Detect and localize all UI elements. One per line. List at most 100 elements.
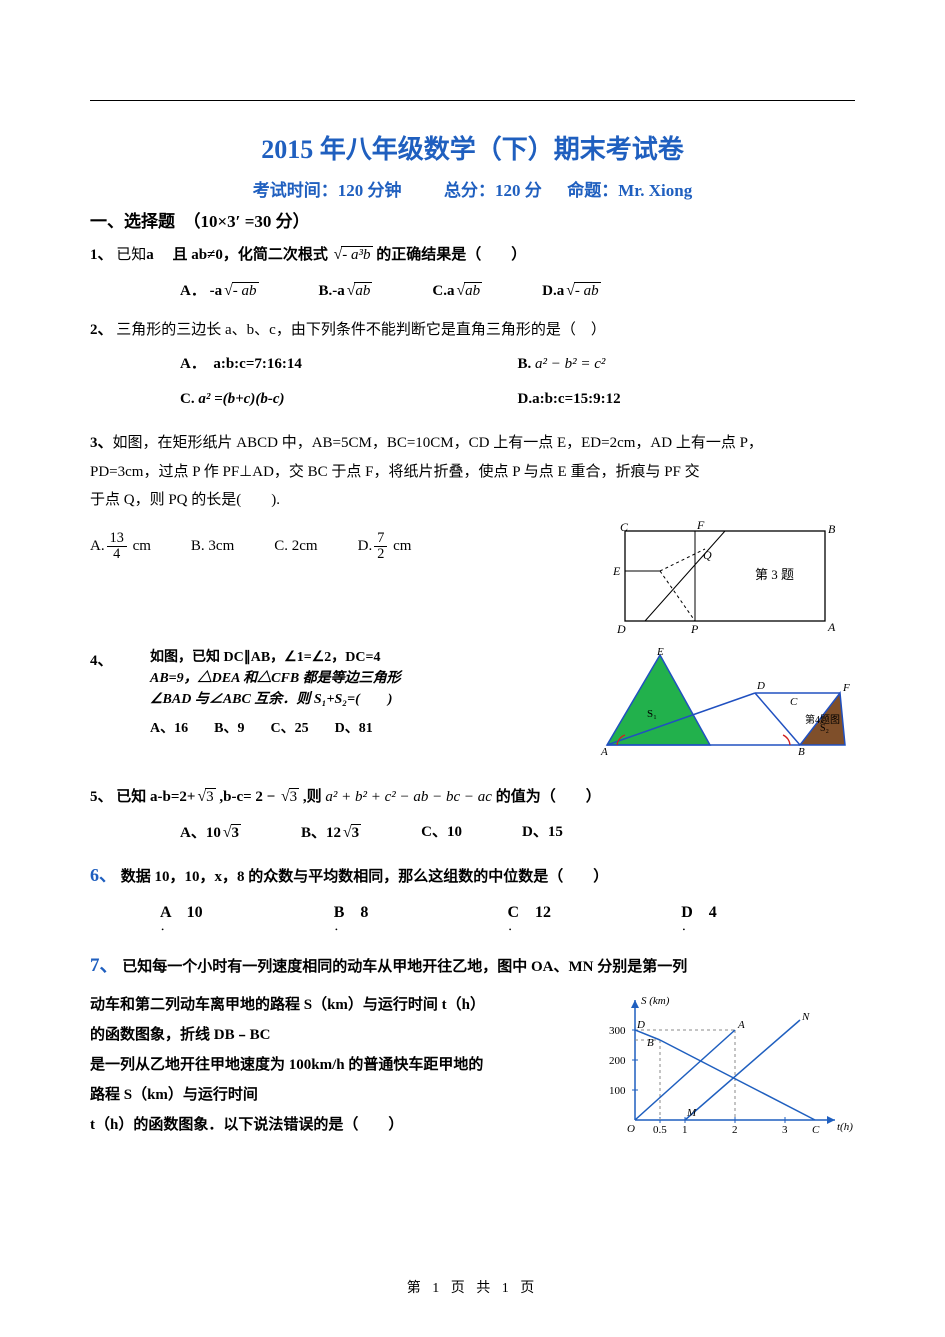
q3-d-frac: 72 — [374, 531, 387, 562]
q5-sqrt2-v: 3 — [289, 788, 300, 805]
q4-lbl-d: D — [756, 680, 765, 692]
q5-a-label: A、 — [180, 825, 206, 841]
q5-b-label: B、 — [301, 825, 326, 841]
q1-text-a: 已知 — [116, 247, 146, 263]
q6-text: 数据 10，10，x，8 的众数与平均数相同，那么这组数的中位数是（ ） — [121, 869, 609, 885]
q6-dot-c: ． — [508, 918, 682, 934]
q3-lbl-b: B — [828, 522, 836, 536]
q4-lbl-e: E — [656, 647, 664, 658]
q1-text-d: 的正确结果是（ ） — [376, 247, 526, 263]
q7-line3: 的函数图象，折线 DB﹣BC — [90, 1020, 595, 1050]
q7-line5: 路程 S（km）与运行时间 — [90, 1080, 595, 1110]
q4-line1: 如图，已知 DC∥AB，∠1=∠2，DC=4 — [150, 647, 401, 668]
question-7: 7、 已知每一个小时有一列速度相同的动车从甲地开往乙地，图中 OA、MN 分别是… — [90, 948, 855, 984]
top-rule — [90, 100, 855, 101]
q7-ylabel: S (km) — [641, 995, 670, 1007]
q1-c-sqrt-inner: ab — [464, 282, 482, 299]
q6-number: 6、 — [90, 865, 117, 885]
q2-number: 2、 — [90, 322, 113, 338]
q1-b-sqrt-inner: ab — [354, 282, 372, 299]
q4-figure: E D C F A B S₁ S₂ 第4题图 — [595, 647, 855, 762]
q4-lbl-s1: S₁ — [647, 708, 657, 720]
q1-var-a: a — [146, 247, 154, 263]
q1-option-c: C.aab — [432, 276, 482, 306]
q7-number: 7、 — [90, 955, 119, 976]
q4-l3-text: ∠BAD 与∠ABC 互余．则 S₁+S₂=( ) — [150, 692, 392, 707]
q1-d-label: D. — [542, 283, 557, 299]
q3-lbl-c: C — [620, 521, 629, 534]
page: 2015 年八年级数学（下）期末考试卷 考试时间：120 分钟 总分：120 分… — [0, 0, 945, 1337]
q2-b-label: B. — [518, 356, 532, 372]
exam-subtitle: 考试时间：120 分钟 总分：120 分 命题：Mr. Xiong — [90, 176, 855, 201]
q2-option-b: B. a² − b² = c² — [518, 350, 856, 379]
q7-xt-1: 1 — [682, 1124, 688, 1136]
q4-lbl-f: F — [842, 682, 850, 694]
q3-option-b: B. 3cm — [191, 538, 234, 555]
q4-line2: AB=9，△DEA 和△CFB 都是等边三角形 — [150, 668, 401, 689]
q5-option-d: D、15 — [522, 818, 563, 848]
q1-b-sqrt: ab — [345, 276, 373, 306]
q5-a-sq-v: 3 — [231, 824, 242, 841]
q7-lbl-m: M — [686, 1107, 697, 1119]
q7-xlabel: t(h) — [837, 1121, 853, 1133]
q5-sqrt2: 3 — [279, 782, 299, 812]
score-label: 总分： — [444, 181, 495, 200]
exam-title: 2015 年八年级数学（下）期末考试卷 — [90, 129, 855, 166]
q7-figure: S (km) t(h) 300 200 100 O 0.5 1 2 3 D B … — [605, 990, 855, 1145]
q7-xt-2: 2 — [732, 1124, 738, 1136]
q6-dots: ． ． ． ． — [90, 918, 855, 934]
q6-dot-d: ． — [681, 918, 855, 934]
q5-a-val: 10 — [206, 825, 221, 841]
q4-option-d: D、81 — [335, 718, 373, 739]
q5-options: A、103 B、123 C、10 D、15 — [90, 818, 855, 848]
question-4: 4、 如图，已知 DC∥AB，∠1=∠2，DC=4 AB=9，△DEA 和△CF… — [90, 647, 585, 745]
q1-option-b: B.-aab — [319, 276, 373, 306]
q7-xt-3: 3 — [782, 1124, 788, 1136]
q1-d-sqrt-inner: - ab — [574, 282, 601, 299]
q2-b-math: a² − b² = c² — [531, 356, 605, 372]
q4-option-a: A、16 — [150, 718, 188, 739]
q1-sqrt-inner: - a³b — [341, 246, 372, 263]
q1-text-c: 且 ab≠0，化简二次根式 — [158, 247, 328, 263]
q1-b-pre: -a — [332, 283, 345, 299]
q3-row: A.134 cm B. 3cm C. 2cm D.72 cm C F B E Q… — [90, 521, 855, 641]
q5-option-a: A、10 3 — [180, 818, 241, 848]
q5-sqrt1: 3 — [195, 782, 215, 812]
q5-text-c: ,则 — [303, 789, 326, 805]
q5-a-sqrt: 3 — [221, 818, 241, 848]
q5-math: a² + b² + c² − ab − bc − ac — [325, 789, 492, 805]
q2-options: A． a:b:c=7:16:14 B. a² − b² = c² C. a² =… — [90, 350, 855, 419]
q1-c-pre: a — [447, 283, 455, 299]
page-footer: 第 1 页 共 1 页 — [0, 1277, 945, 1297]
q7-lbl-d: D — [636, 1019, 645, 1031]
q7-lbl-n: N — [801, 1011, 810, 1023]
q3-svg: C F B E Q D P A 第 3 题 — [605, 521, 855, 636]
q3-d-num: 7 — [374, 531, 387, 547]
q1-a-pre: -a — [210, 283, 223, 299]
q1-d-pre: a — [557, 283, 565, 299]
q4-option-c: C、25 — [270, 718, 308, 739]
q3-line2: PD=3cm，过点 P 作 PF⊥AD，交 BC 于点 F，将纸片折叠，使点 P… — [90, 464, 700, 480]
q1-a-sqrt: - ab — [222, 276, 258, 306]
q6-dot-b: ． — [334, 918, 508, 934]
q2-option-c: C. a² =(b+c)(b-c) — [180, 385, 518, 414]
q7-svg: S (km) t(h) 300 200 100 O 0.5 1 2 3 D B … — [605, 990, 855, 1140]
q3-a-num: 13 — [107, 531, 127, 547]
q5-number: 5、 — [90, 789, 113, 805]
q7-lbl-o: O — [627, 1123, 635, 1135]
q3-lbl-q: Q — [703, 548, 712, 562]
q7-yt-200: 200 — [609, 1055, 626, 1067]
q4-line3: ∠BAD 与∠ABC 互余．则 S₁+S₂=( ) — [150, 689, 401, 710]
q4-lbl-c: C — [790, 696, 798, 708]
q3-option-a: A.134 cm — [90, 531, 151, 562]
q7-row: 动车和第二列动车离甲地的路程 S（km）与运行时间 t（h） 的函数图象，折线 … — [90, 990, 855, 1145]
question-1: 1、 已知a 且 ab≠0，化简二次根式 - a³b 的正确结果是（ ） — [90, 240, 855, 270]
question-3: 3、如图，在矩形纸片 ABCD 中，AB=5CM，BC=10CM，CD 上有一点… — [90, 429, 855, 515]
q1-c-label: C. — [432, 283, 447, 299]
q3-a-den: 4 — [107, 547, 127, 562]
q1-c-sqrt: ab — [455, 276, 483, 306]
q4-lbl-b: B — [798, 746, 805, 757]
q3-d-den: 2 — [374, 547, 387, 562]
q4-lbl-a: A — [600, 746, 608, 757]
q3-lbl-d: D — [616, 622, 626, 636]
